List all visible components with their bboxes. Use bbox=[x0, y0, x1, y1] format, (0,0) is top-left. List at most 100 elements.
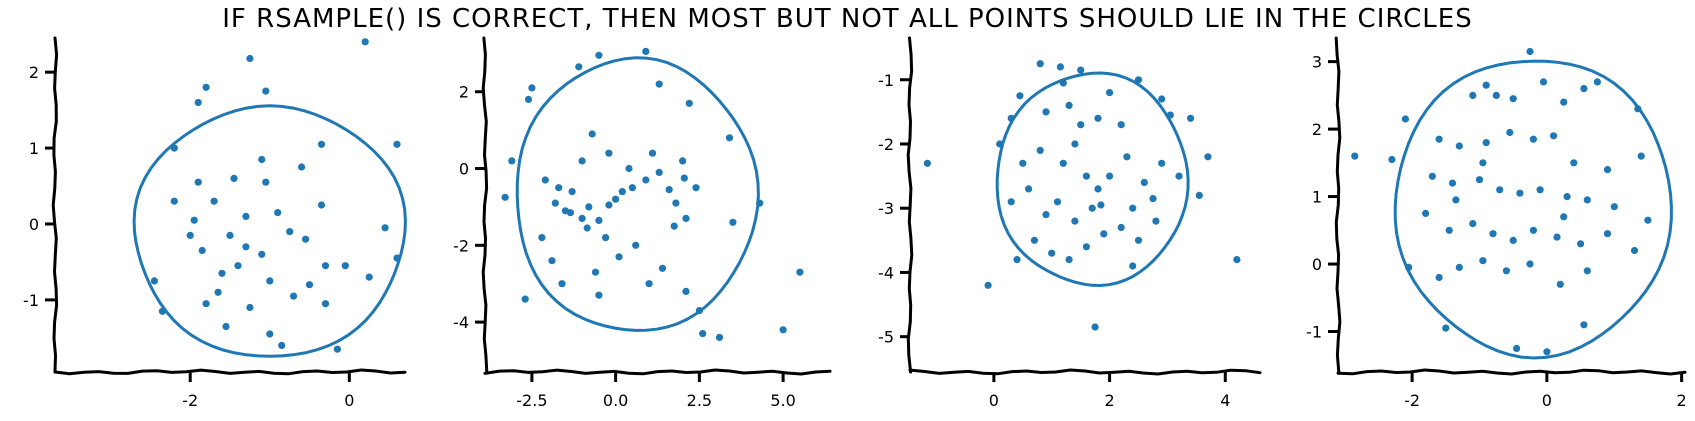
scatter-point bbox=[642, 176, 650, 184]
x-axis-line bbox=[483, 368, 832, 376]
scatter-point bbox=[1013, 256, 1021, 264]
scatter-point bbox=[1516, 189, 1524, 197]
scatter-point bbox=[1526, 47, 1534, 56]
y-tick-label: -1 bbox=[1306, 323, 1322, 342]
y-tick-label: 2 bbox=[1312, 120, 1322, 139]
scatter-point bbox=[1563, 193, 1571, 201]
scatter-point bbox=[1422, 209, 1430, 217]
panel-1: -2 0 -1 0 1 2 bbox=[23, 36, 407, 410]
scatter-point bbox=[1175, 172, 1183, 180]
scatter-point bbox=[1610, 203, 1618, 211]
scatter-point bbox=[1577, 240, 1585, 248]
scatter-point bbox=[1539, 78, 1548, 86]
scatter-point bbox=[615, 253, 623, 261]
scatter-point bbox=[1469, 220, 1477, 228]
y-tick-label: -2 bbox=[878, 135, 894, 154]
scatter-point bbox=[234, 262, 242, 270]
scatter-point bbox=[1123, 153, 1131, 161]
scatter-point bbox=[779, 326, 787, 334]
scatter-point bbox=[605, 149, 613, 157]
panel-2: -2.5 0.0 2.5 5.0 -4 -2 0 2 bbox=[453, 36, 832, 410]
scatter-point bbox=[210, 197, 218, 205]
scatter-point bbox=[1071, 217, 1079, 225]
scatter-point bbox=[230, 174, 238, 182]
scatter-point bbox=[170, 197, 178, 205]
scatter-point bbox=[602, 234, 610, 242]
confidence-circle bbox=[1393, 59, 1673, 360]
scatter-point bbox=[1048, 249, 1056, 257]
x-axis-line bbox=[1336, 368, 1687, 376]
scatter-point bbox=[595, 51, 603, 59]
y-tick-label: 0 bbox=[1312, 255, 1322, 274]
scatter-point bbox=[1106, 172, 1114, 180]
scatter-point bbox=[246, 303, 254, 312]
scatter-point bbox=[150, 277, 158, 285]
scatter-point bbox=[1195, 191, 1203, 199]
scatter-point bbox=[1560, 213, 1568, 221]
scatter-point bbox=[1117, 121, 1125, 129]
scatter-point bbox=[246, 54, 254, 63]
y-tick-label: -4 bbox=[453, 313, 469, 332]
scatter-point bbox=[1630, 246, 1639, 255]
x-tick-label: -2 bbox=[182, 391, 198, 410]
scatter-point bbox=[1556, 280, 1564, 288]
scatter-point bbox=[1502, 267, 1510, 275]
x-tick-label: 0.0 bbox=[603, 391, 628, 410]
x-tick-label: 2.5 bbox=[687, 391, 712, 410]
scatter-point bbox=[1082, 243, 1090, 251]
scatter-point bbox=[305, 281, 314, 289]
scatter-point bbox=[541, 176, 549, 184]
scatter-point bbox=[1583, 196, 1591, 204]
scatter-point bbox=[194, 98, 202, 107]
x-tick-label: 2 bbox=[1677, 391, 1687, 410]
y-tick-label: 2 bbox=[459, 83, 469, 102]
confidence-circle bbox=[132, 104, 407, 358]
scatter-point bbox=[588, 130, 596, 138]
scatter-point bbox=[984, 281, 992, 289]
scatter-point bbox=[222, 322, 230, 331]
y-axis-line bbox=[1334, 36, 1342, 374]
scatter-point bbox=[655, 168, 663, 176]
y-tick-label: -2 bbox=[453, 236, 469, 255]
scatter-point bbox=[1489, 230, 1497, 238]
scatter-point bbox=[1019, 159, 1027, 167]
scatter-point bbox=[680, 174, 688, 182]
scatter-point bbox=[1593, 78, 1601, 86]
scatter-point bbox=[242, 243, 250, 251]
scatter-point bbox=[242, 212, 250, 220]
scatter-point bbox=[566, 209, 575, 217]
scatter-point bbox=[266, 277, 274, 285]
scatter-point bbox=[1452, 196, 1460, 204]
x-tick-label: 2 bbox=[1104, 391, 1114, 410]
scatter-point bbox=[618, 188, 626, 196]
scatter-point bbox=[1479, 159, 1487, 167]
scatter-point bbox=[1479, 257, 1487, 265]
scatter-point bbox=[321, 262, 330, 270]
scatter-point bbox=[551, 199, 559, 207]
scatter-point bbox=[1233, 256, 1241, 264]
scatter-point bbox=[190, 216, 198, 224]
scatter-point bbox=[1129, 262, 1137, 270]
scatter-point bbox=[796, 268, 804, 276]
scatter-point bbox=[194, 178, 202, 186]
scatter-point bbox=[685, 99, 693, 107]
scatter-point bbox=[555, 184, 563, 192]
scatter-point bbox=[1149, 195, 1157, 203]
scatter-point bbox=[1077, 66, 1085, 74]
scatter-point bbox=[1560, 98, 1568, 106]
scatter-point bbox=[670, 222, 678, 230]
scatter-point bbox=[1543, 348, 1551, 356]
x-tick-label: 5.0 bbox=[770, 391, 795, 410]
scatter-point bbox=[1007, 198, 1015, 206]
scatter-point bbox=[1536, 186, 1544, 194]
scatter-point bbox=[1496, 186, 1504, 194]
scatter-point bbox=[1401, 115, 1409, 123]
y-tick-label: -4 bbox=[878, 263, 894, 282]
scatter-point bbox=[645, 280, 653, 288]
scatter-point bbox=[625, 164, 633, 173]
y-tick-label: -5 bbox=[878, 328, 894, 347]
scatter-point bbox=[1388, 155, 1396, 164]
x-axis-line bbox=[908, 368, 1262, 376]
scatter-point bbox=[648, 149, 657, 157]
